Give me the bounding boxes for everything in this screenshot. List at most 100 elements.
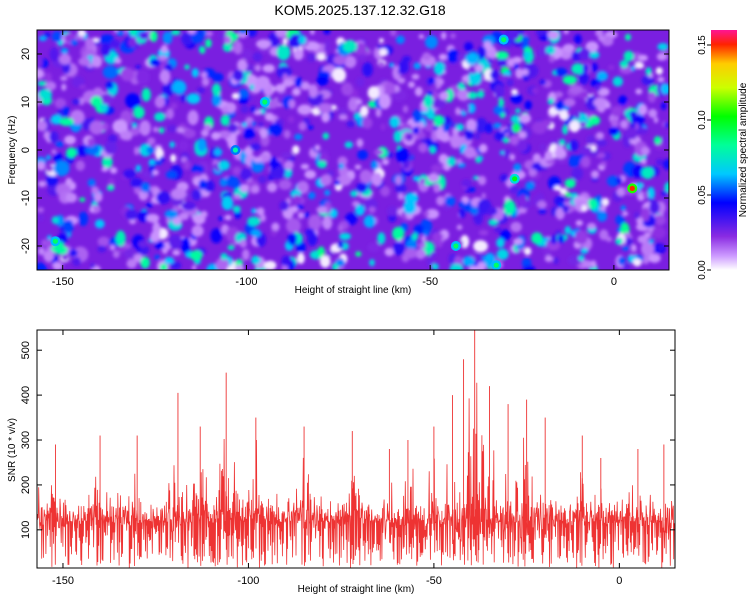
- heatmap-cell: [232, 205, 241, 213]
- heatmap-cell: [490, 70, 499, 80]
- heatmap-cell: [647, 91, 657, 103]
- heatmap-cell: [531, 232, 543, 244]
- heatmap-cell: [456, 224, 463, 231]
- heatmap-cell: [578, 71, 589, 85]
- snr-y-tick-label: 300: [20, 431, 32, 449]
- heatmap-cell: [648, 238, 655, 245]
- heatmap-cell: [423, 122, 436, 132]
- heatmap-cell: [638, 54, 648, 62]
- heatmap-cell: [251, 185, 260, 194]
- heatmap-cell: [412, 109, 422, 124]
- heatmap-cell: [467, 103, 476, 114]
- snr-x-axis-label: Height of straight line (km): [298, 584, 415, 595]
- heatmap-cell: [585, 95, 599, 111]
- heatmap-cell: [619, 119, 629, 129]
- heatmap-cell: [176, 127, 185, 134]
- heatmap-cell: [128, 37, 137, 48]
- heatmap-cell: [54, 98, 67, 109]
- heatmap-cell: [164, 257, 175, 265]
- heatmap-cell: [543, 247, 552, 256]
- heatmap-cell: [362, 117, 373, 129]
- heatmap-cell: [600, 161, 607, 167]
- heatmap-cell: [369, 259, 375, 267]
- heatmap-y-tick-label: -20: [20, 238, 32, 254]
- heatmap-cell: [89, 206, 95, 213]
- heatmap-cell: [257, 175, 267, 184]
- heatmap-cell: [267, 99, 279, 109]
- heatmap-cell: [251, 120, 256, 127]
- heatmap-cell: [589, 115, 601, 126]
- heatmap-cell: [539, 79, 546, 85]
- heatmap-cell: [579, 121, 587, 128]
- heatmap-cell: [567, 196, 573, 201]
- heatmap-cell: [53, 160, 70, 177]
- heatmap-cell: [139, 120, 151, 136]
- heatmap-cell: [548, 55, 555, 63]
- heatmap-cell: [101, 155, 113, 169]
- heatmap-cell: [619, 60, 629, 69]
- heatmap-cell: [436, 196, 445, 206]
- heatmap-cell: [615, 237, 623, 245]
- heatmap-cell: [52, 261, 63, 270]
- heatmap-cell: [591, 62, 598, 72]
- heatmap-cell: [590, 170, 600, 179]
- heatmap-cell: [337, 224, 344, 233]
- heatmap-cell: [557, 234, 565, 244]
- heatmap-cell: [532, 153, 542, 163]
- heatmap-cell: [249, 83, 255, 91]
- heatmap-cell: [599, 229, 609, 241]
- heatmap-cell: [282, 37, 288, 45]
- snr-y-tick-label: 100: [20, 521, 32, 539]
- heatmap-cell: [562, 75, 577, 85]
- heatmap-cell: [109, 167, 118, 174]
- heatmap-cell: [149, 58, 161, 67]
- heatmap-cell: [473, 175, 480, 180]
- heatmap-cells: [37, 30, 669, 270]
- heatmap-cell: [503, 149, 510, 155]
- heatmap-cell: [344, 55, 357, 69]
- heatmap-cell: [78, 211, 89, 227]
- heatmap-hotspot: [259, 97, 270, 107]
- heatmap-cell: [275, 83, 286, 93]
- heatmap-cell: [139, 191, 145, 199]
- heatmap-cell: [200, 71, 208, 79]
- heatmap-cell: [37, 207, 45, 213]
- heatmap-cell: [106, 185, 115, 191]
- heatmap-cell: [166, 108, 174, 120]
- heatmap-cell: [276, 65, 292, 79]
- heatmap-cell: [653, 116, 659, 124]
- heatmap-cell: [586, 222, 597, 230]
- heatmap-cell: [539, 143, 546, 150]
- heatmap-cell: [506, 78, 514, 87]
- heatmap-cell: [461, 179, 472, 188]
- heatmap-cell: [466, 118, 477, 131]
- heatmap-cell: [545, 45, 556, 55]
- heatmap-cell: [609, 126, 620, 136]
- heatmap-cell: [356, 138, 364, 148]
- heatmap-cell: [231, 92, 240, 100]
- heatmap-cell: [393, 130, 403, 143]
- heatmap-cell: [270, 230, 277, 236]
- heatmap-cell: [427, 257, 434, 268]
- snr-series-line: [37, 382, 675, 568]
- heatmap-cell: [624, 109, 630, 119]
- heatmap-cell: [418, 242, 426, 249]
- heatmap-cell: [210, 228, 223, 244]
- heatmap-cell: [438, 78, 444, 86]
- heatmap-cell: [648, 253, 661, 263]
- heatmap-cell: [513, 163, 522, 173]
- heatmap-cell: [630, 122, 636, 129]
- heatmap-cell: [521, 35, 530, 44]
- heatmap-cell: [638, 127, 648, 135]
- heatmap-cell: [656, 52, 667, 61]
- heatmap-cell: [294, 133, 303, 141]
- heatmap-cell: [544, 150, 553, 161]
- heatmap-cell: [123, 243, 131, 249]
- heatmap-cell: [196, 87, 205, 94]
- heatmap-cell: [149, 30, 158, 42]
- heatmap-cell: [169, 141, 175, 148]
- heatmap-cell: [615, 214, 625, 226]
- heatmap-cell: [406, 239, 417, 251]
- heatmap-cell: [509, 135, 520, 146]
- heatmap-cell: [289, 34, 303, 48]
